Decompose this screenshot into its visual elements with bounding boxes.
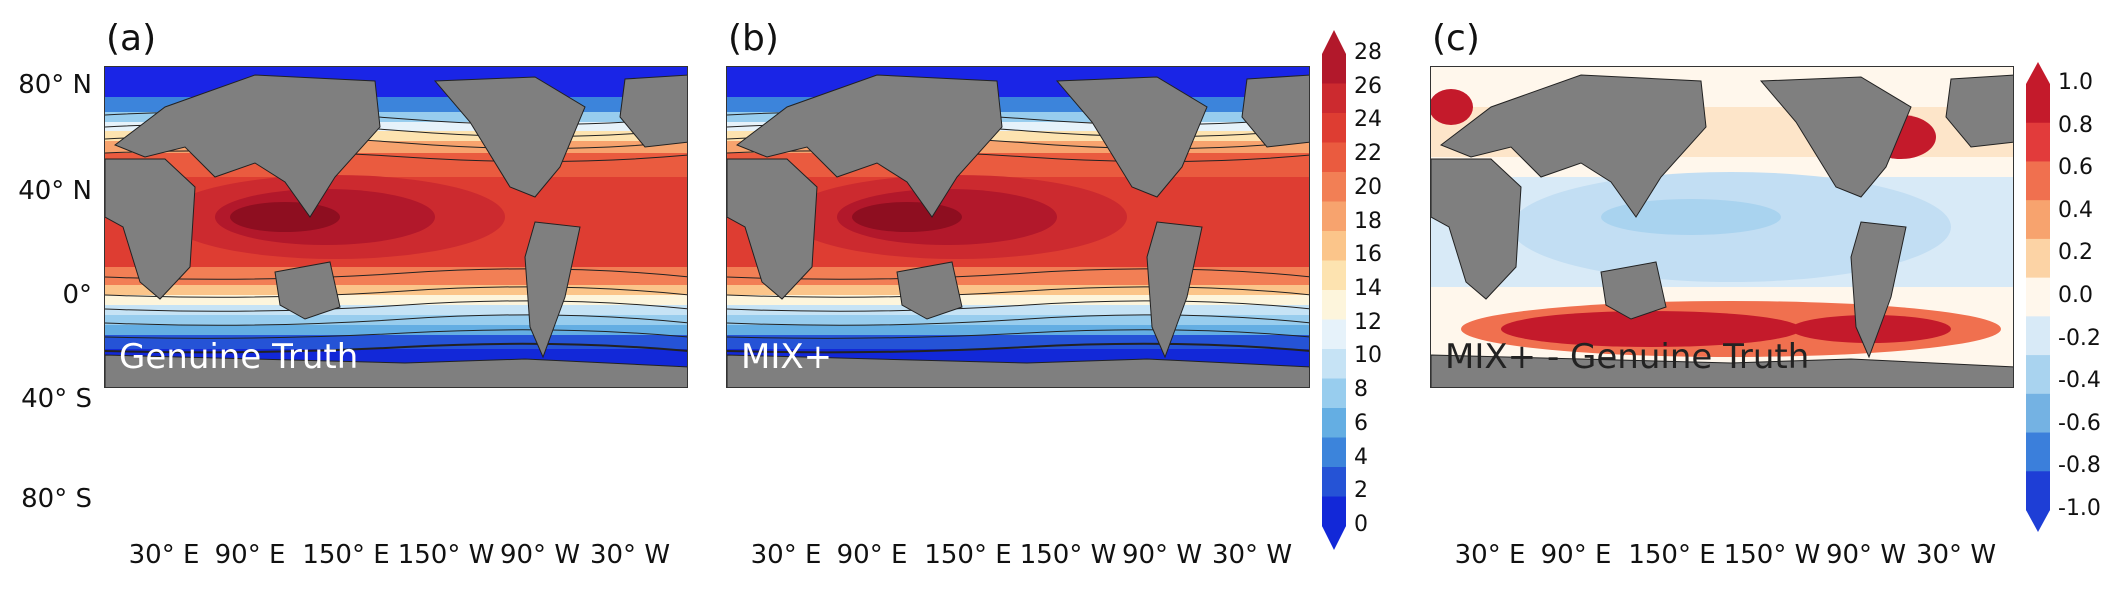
map-caption-c: MIX+ - Genuine Truth (1445, 337, 1810, 377)
colorbar-diff-swatch (2026, 238, 2050, 279)
colorbar-sst-label: 2 (1354, 478, 1368, 504)
map-panel-b: MIX+ (726, 66, 1310, 388)
colorbar-diff-swatch (2026, 277, 2050, 317)
colorbar-diff-label: -0.6 (2058, 410, 2101, 436)
y-tick-40n: 40° N (18, 176, 92, 206)
colorbar-diff: 1.0 0.8 0.6 0.4 0.2 0.0 -0.2 -0.4 -0.6 -0.8 -1.0 (2026, 62, 2101, 536)
colorbar-diff-swatch (2026, 393, 2050, 434)
colorbar-diff-swatch (2026, 200, 2050, 240)
x-tick-150w-c: 150° W (1723, 540, 1821, 570)
x-tick-90w: 90° W (499, 540, 581, 570)
colorbar-sst-swatch (1322, 142, 1346, 173)
colorbar-diff-swatch (2026, 432, 2050, 472)
colorbar-sst-label: 22 (1354, 141, 1382, 167)
map-panel-c: MIX+ - Genuine Truth (1430, 66, 2014, 388)
colorbar-sst-swatch (1322, 172, 1346, 202)
x-tick-30w: 30° W (589, 540, 671, 570)
x-tick-30e-c: 30° E (1454, 540, 1526, 570)
x-tick-30e-b: 30° E (750, 540, 822, 570)
y-tick-80s: 80° S (21, 484, 92, 514)
colorbar-diff-swatch (2026, 316, 2050, 356)
colorbar-sst-label: 28 (1354, 40, 1382, 65)
x-tick-150w-b: 150° W (1019, 540, 1117, 570)
colorbar-diff-label: 1.0 (2058, 70, 2093, 95)
y-tick-40s: 40° S (21, 384, 92, 414)
map-caption-b: MIX+ (741, 337, 833, 377)
colorbar-sst-bottom-arrow (1322, 526, 1346, 550)
y-tick-0: 0° (62, 280, 92, 310)
colorbar-sst-label: 12 (1354, 309, 1382, 335)
colorbar-diff-bottom-arrow (2026, 510, 2050, 532)
colorbar-diff-swatch (2026, 161, 2050, 201)
colorbar-diff-label: -0.8 (2058, 453, 2101, 479)
colorbar-sst-label: 8 (1354, 377, 1368, 403)
panel-tag-c: (c) (1432, 18, 1480, 59)
colorbar-sst-swatch (1322, 113, 1346, 143)
colorbar-sst-gradient (1322, 30, 1346, 550)
map-panel-a: Genuine Truth (104, 66, 688, 388)
panel-tag-a: (a) (106, 18, 157, 59)
colorbar-sst-top-arrow (1322, 30, 1346, 54)
colorbar-sst-label: 6 (1354, 410, 1368, 436)
x-tick-30w-b: 30° W (1211, 540, 1293, 570)
x-tick-30e: 30° E (128, 540, 200, 570)
colorbar-sst-label: 18 (1354, 208, 1382, 234)
x-tick-90e: 90° E (214, 540, 286, 570)
y-tick-80n: 80° N (18, 70, 92, 100)
colorbar-sst-label: 26 (1354, 73, 1382, 99)
colorbar-sst-swatch (1322, 54, 1346, 84)
colorbar-diff-gradient (2026, 62, 2050, 532)
map-caption-a: Genuine Truth (119, 337, 359, 377)
colorbar-diff-label: -1.0 (2058, 496, 2101, 521)
x-tick-150e-c: 150° E (1628, 540, 1716, 570)
colorbar-diff-swatch (2026, 84, 2050, 124)
colorbar-sst-label: 10 (1354, 343, 1382, 369)
colorbar-diff-label: 0.8 (2058, 112, 2093, 138)
colorbar-diff-label: 0.0 (2058, 283, 2093, 308)
x-tick-150e-b: 150° E (924, 540, 1012, 570)
x-tick-90e-c: 90° E (1540, 540, 1612, 570)
panel-tag-b: (b) (728, 18, 779, 59)
colorbar-sst-swatch (1322, 201, 1346, 232)
colorbar-sst-label: 4 (1354, 444, 1368, 470)
colorbar-diff-label: -0.2 (2058, 325, 2101, 351)
x-tick-150w: 150° W (397, 540, 495, 570)
colorbar-sst-swatch (1322, 467, 1346, 497)
colorbar-diff-label: -0.4 (2058, 368, 2101, 394)
colorbar-diff-swatch (2026, 471, 2050, 511)
colorbar-sst-swatch (1322, 496, 1346, 527)
colorbar-sst-label: 0 (1354, 512, 1368, 537)
colorbar-sst-swatch (1322, 290, 1346, 320)
colorbar-sst-swatch (1322, 83, 1346, 114)
colorbar-diff-label: 0.4 (2058, 197, 2093, 223)
colorbar-sst-swatch (1322, 260, 1346, 291)
x-tick-150e: 150° E (302, 540, 390, 570)
colorbar-sst-label: 14 (1354, 276, 1382, 301)
colorbar-sst-swatch (1322, 408, 1346, 438)
colorbar-sst-swatch (1322, 349, 1346, 379)
colorbar-diff-swatch (2026, 355, 2050, 395)
colorbar-sst: 28 26 24 22 20 18 16 14 12 10 8 6 4 2 0 (1322, 30, 1382, 554)
x-tick-30w-c: 30° W (1915, 540, 1997, 570)
colorbar-diff-swatch (2026, 122, 2050, 162)
x-tick-90w-c: 90° W (1825, 540, 1907, 570)
colorbar-sst-swatch (1322, 378, 1346, 409)
colorbar-sst-swatch (1322, 319, 1346, 350)
colorbar-diff-label: 0.2 (2058, 240, 2093, 266)
colorbar-sst-label: 20 (1354, 174, 1382, 200)
colorbar-sst-label: 24 (1354, 107, 1382, 133)
colorbar-diff-top-arrow (2026, 62, 2050, 84)
colorbar-sst-swatch (1322, 437, 1346, 468)
x-tick-90e-b: 90° E (836, 540, 908, 570)
x-tick-90w-b: 90° W (1121, 540, 1203, 570)
colorbar-diff-label: 0.6 (2058, 155, 2093, 181)
colorbar-sst-swatch (1322, 231, 1346, 261)
colorbar-sst-label: 16 (1354, 242, 1382, 268)
